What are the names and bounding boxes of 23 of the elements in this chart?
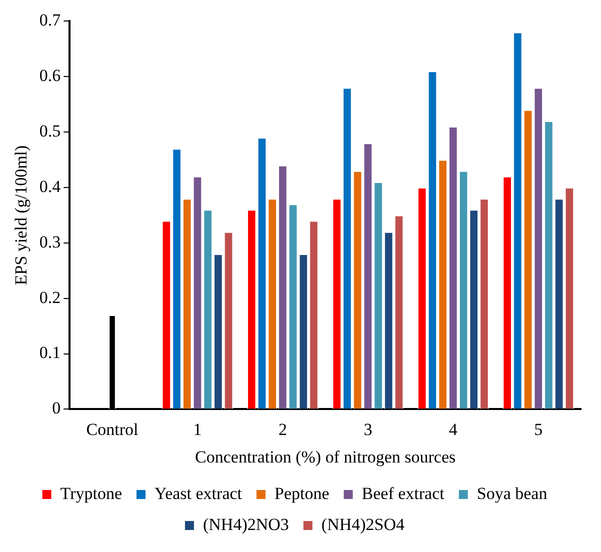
y-tick-label: 0.2	[39, 288, 61, 307]
x-axis-title: Concentration (%) of nitrogen sources	[195, 447, 456, 466]
y-tick-label: 0	[52, 398, 61, 418]
legend-label: Soya bean	[476, 484, 548, 503]
legend-label: (NH4)2SO4	[321, 514, 406, 534]
y-tick-label: 0.5	[39, 122, 61, 141]
y-tick-label: 0.1	[39, 343, 61, 362]
x-tick-label: 4	[448, 420, 458, 439]
y-tick-label: 0.4	[39, 176, 62, 196]
y-tick-label: 0.6	[39, 66, 61, 86]
y-tick-label: 0.7	[39, 10, 62, 30]
legend-label: Beef extract	[362, 484, 445, 503]
x-tick-label: 1	[193, 420, 202, 439]
x-tick-label: 5	[534, 420, 543, 439]
legend-label: Yeast extract	[154, 484, 242, 503]
x-tick-label: 3	[364, 420, 372, 439]
legend-label: (NH4)2NO3	[202, 514, 289, 534]
y-axis-title: EPS yield (g/100ml)	[12, 145, 31, 286]
y-tick-label: 0.3	[39, 232, 61, 252]
x-tick-label: Control	[86, 420, 139, 439]
legend-label: Peptone	[274, 484, 330, 503]
legend-label: Tryptone	[60, 484, 122, 503]
x-tick-label: 2	[278, 420, 287, 439]
